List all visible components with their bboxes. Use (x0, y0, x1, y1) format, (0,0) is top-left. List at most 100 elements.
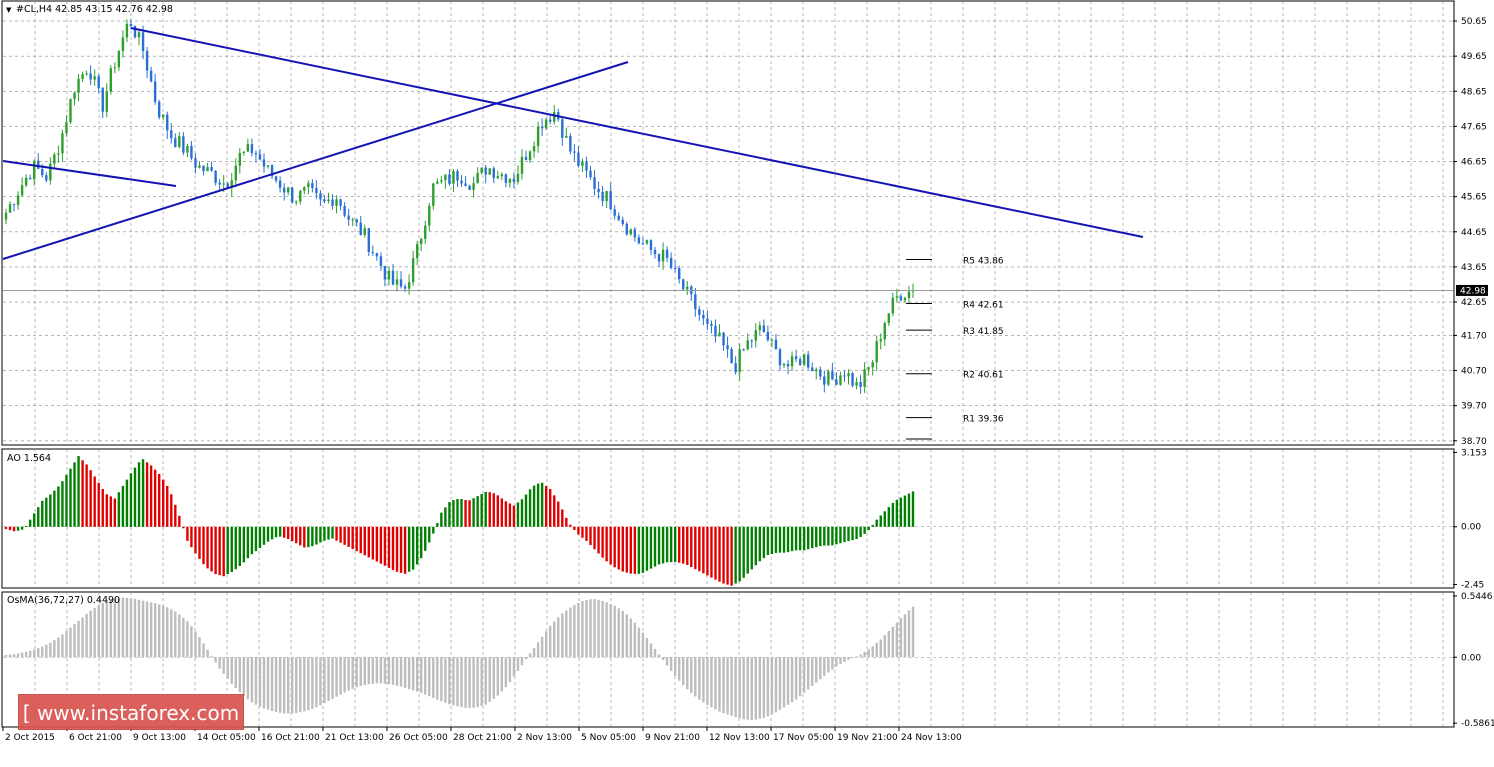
candle-body (299, 190, 302, 202)
candle-body (327, 199, 330, 202)
ao-bar (359, 526, 362, 554)
trading-chart[interactable]: R5 43.86 R4 42.61 R3 41.85 R2 40.61 R1 39.36… (0, 0, 1494, 745)
candle-body (855, 382, 858, 386)
osma-bar (391, 657, 395, 685)
candle-body (424, 225, 427, 239)
candle-body (210, 166, 213, 171)
candle-body (415, 244, 419, 259)
ao-bar (28, 519, 32, 527)
pivot-label: R5 43.86 (963, 257, 1004, 267)
ao-bar (105, 494, 108, 527)
time-tick-label: 9 Nov 21:00 (645, 733, 700, 743)
osma-bar (516, 657, 520, 672)
candle-body (669, 257, 673, 268)
ao-bar (242, 526, 246, 563)
ao-bar (815, 526, 818, 548)
candle-body (97, 76, 100, 89)
ao-bar (190, 526, 193, 548)
osma-bar (327, 657, 330, 701)
candle-body (295, 201, 298, 203)
ao-bar (222, 526, 225, 577)
ao-bar (311, 526, 314, 547)
osma-bar (851, 657, 854, 659)
price-tick-label: 45.65 (1461, 193, 1487, 203)
candle-body (339, 199, 342, 206)
ao-bar (500, 498, 504, 527)
candle-body (250, 144, 254, 154)
candle-body (230, 180, 233, 188)
osma-bar (722, 657, 725, 714)
ao-tick-label: 3.153 (1461, 448, 1487, 458)
osma-bar (903, 614, 907, 658)
time-tick-label: 26 Oct 05:00 (389, 733, 448, 743)
candle-body (899, 296, 903, 301)
candle-body (581, 161, 584, 166)
osma-bar (170, 609, 173, 658)
ao-bar (399, 526, 403, 573)
osma-bar (553, 621, 556, 658)
osma-bar (222, 657, 225, 674)
osma-bar (875, 642, 878, 658)
ao-bar (532, 485, 536, 527)
candle-body (351, 219, 354, 221)
ao-bar (351, 526, 354, 549)
osma-bar (762, 657, 766, 718)
ao-bar (601, 526, 604, 558)
osma-bar (613, 605, 616, 658)
osma-bar (472, 657, 475, 708)
candle-body (907, 291, 911, 299)
main-price-panel[interactable] (1, 0, 1455, 446)
ao-bar (686, 526, 689, 565)
osma-bar (323, 657, 326, 704)
ao-bar (371, 526, 375, 560)
osma-bar (464, 657, 467, 708)
ao-bar (182, 526, 185, 529)
ao-bar (665, 526, 669, 563)
candle-body (448, 174, 451, 184)
candle-body (166, 114, 169, 131)
candle-body (407, 282, 411, 289)
ao-bar (41, 500, 44, 527)
ao-bar (97, 482, 100, 527)
ao-bar (605, 526, 608, 562)
osma-bar (520, 657, 524, 666)
ao-bar (770, 526, 774, 554)
candle-body (694, 294, 697, 310)
osma-bar (750, 657, 753, 721)
ao-bar (250, 526, 254, 555)
candle-body (137, 32, 141, 38)
candle-body (782, 363, 786, 366)
candle-body (420, 238, 423, 245)
candle-body (363, 228, 366, 236)
candle-body (528, 151, 532, 161)
osma-bar (738, 657, 741, 719)
osma-bar (488, 657, 491, 702)
osma-bar (407, 657, 411, 690)
ao-bar (73, 462, 76, 527)
osma-bar (766, 657, 770, 717)
osma-bar (863, 651, 866, 658)
osma-bar (843, 657, 846, 662)
ao-bar (677, 526, 681, 563)
ao-bar (528, 489, 532, 527)
osma-bar (121, 597, 125, 658)
ao-bar (129, 473, 133, 527)
chart-dropdown-icon[interactable]: ▼ (6, 6, 12, 14)
ao-bar (170, 494, 173, 527)
time-tick-label: 2 Oct 2015 (5, 733, 55, 743)
osma-bar (794, 657, 798, 700)
candle-body (323, 199, 326, 202)
ao-bar (238, 526, 242, 567)
ao-bar (85, 464, 88, 527)
ao-bar (327, 526, 330, 540)
candle-body (496, 176, 499, 179)
ao-bar (512, 505, 516, 527)
osma-bar (65, 631, 68, 658)
candle-body (93, 76, 96, 80)
candle-body (629, 229, 633, 235)
candle-body (847, 373, 850, 377)
candle-body (315, 188, 318, 194)
osma-bar (573, 605, 576, 658)
candle-body (270, 165, 274, 177)
candle-body (903, 298, 907, 301)
